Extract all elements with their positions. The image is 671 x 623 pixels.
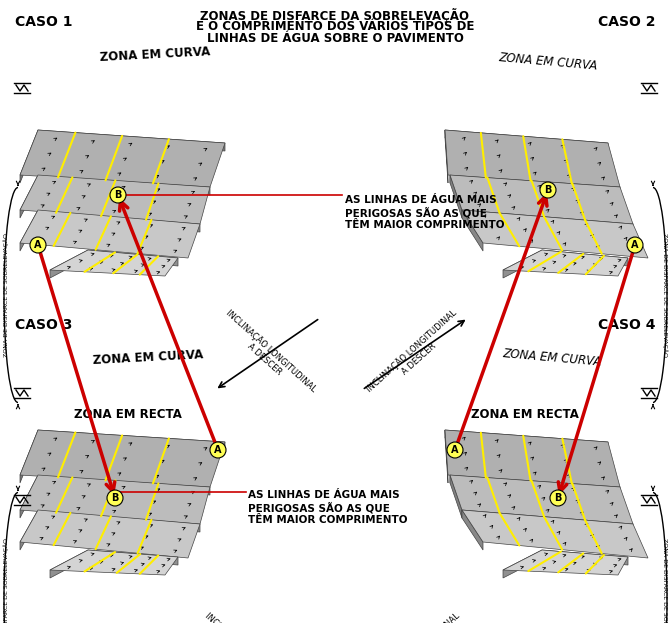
Polygon shape	[20, 510, 38, 550]
Text: INCLINAÇÃO LONGITUDINAL
A DESCER: INCLINAÇÃO LONGITUDINAL A DESCER	[217, 308, 319, 402]
Polygon shape	[462, 510, 648, 558]
Text: AS LINHAS DE ÁGUA MAIS
PERIGOSAS SÃO AS QUE
TÊM MAIOR COMPRIMENTO: AS LINHAS DE ÁGUA MAIS PERIGOSAS SÃO AS …	[345, 195, 505, 230]
Polygon shape	[450, 175, 633, 224]
Polygon shape	[38, 210, 200, 232]
Polygon shape	[503, 250, 628, 276]
Polygon shape	[20, 130, 225, 187]
Polygon shape	[450, 475, 462, 518]
Polygon shape	[20, 475, 38, 518]
Polygon shape	[38, 175, 210, 195]
Polygon shape	[20, 475, 210, 524]
Polygon shape	[38, 510, 200, 532]
Polygon shape	[88, 250, 178, 266]
Polygon shape	[445, 430, 608, 450]
Polygon shape	[450, 175, 462, 218]
Circle shape	[447, 442, 463, 458]
Polygon shape	[542, 550, 628, 565]
Text: ZONA EM CURVA: ZONA EM CURVA	[93, 349, 203, 368]
Text: ZONAS DE DISFARCE DA SOBRELEVAÇÃO: ZONAS DE DISFARCE DA SOBRELEVAÇÃO	[201, 8, 470, 23]
Circle shape	[30, 237, 46, 253]
Polygon shape	[20, 510, 200, 558]
Polygon shape	[50, 550, 178, 575]
Polygon shape	[445, 430, 448, 483]
Text: A: A	[452, 445, 459, 455]
Text: B: B	[114, 190, 121, 200]
Text: ZONA EM CURVA: ZONA EM CURVA	[502, 347, 602, 369]
Text: ZONA EM CURVA: ZONA EM CURVA	[99, 45, 211, 64]
Text: E O COMPRIMENTO DOS VÁRIOS TIPOS DE: E O COMPRIMENTO DOS VÁRIOS TIPOS DE	[196, 20, 474, 33]
Polygon shape	[462, 210, 648, 258]
Text: CASO 4: CASO 4	[599, 318, 656, 332]
Polygon shape	[450, 175, 620, 195]
Text: INCLINAÇÃO LONGITUDINAL
A DESCER: INCLINAÇÃO LONGITUDINAL A DESCER	[364, 308, 466, 402]
Polygon shape	[445, 130, 620, 187]
Polygon shape	[50, 550, 88, 578]
Text: ZONA DE DISFARCE DE SOBRELEVAÇÃO: ZONA DE DISFARCE DE SOBRELEVAÇÃO	[3, 538, 9, 623]
Circle shape	[210, 442, 226, 458]
Circle shape	[110, 187, 126, 203]
Text: ZONA DE DISFARCE DE SOBRELEVAÇÃO: ZONA DE DISFARCE DE SOBRELEVAÇÃO	[662, 538, 668, 623]
Polygon shape	[450, 475, 633, 524]
Text: B: B	[554, 493, 562, 503]
Polygon shape	[50, 250, 178, 276]
Circle shape	[540, 182, 556, 198]
Text: A: A	[214, 445, 221, 455]
Polygon shape	[542, 250, 628, 266]
Polygon shape	[503, 550, 542, 578]
Polygon shape	[38, 475, 210, 495]
Polygon shape	[20, 130, 38, 183]
Polygon shape	[450, 475, 620, 495]
Text: CASO 1: CASO 1	[15, 15, 72, 29]
Polygon shape	[20, 210, 38, 251]
Polygon shape	[50, 250, 88, 278]
Text: ZONA EM RECTA: ZONA EM RECTA	[74, 409, 182, 422]
Polygon shape	[503, 550, 628, 575]
Polygon shape	[20, 430, 38, 483]
Text: ZONA DE DISFARCE DE SOBRELEVAÇÃO: ZONA DE DISFARCE DE SOBRELEVAÇÃO	[662, 233, 668, 357]
Polygon shape	[38, 430, 225, 450]
Polygon shape	[462, 210, 483, 251]
Text: B: B	[111, 493, 119, 503]
Polygon shape	[20, 175, 38, 218]
Text: CASO 3: CASO 3	[15, 318, 72, 332]
Polygon shape	[88, 550, 178, 565]
Text: B: B	[544, 185, 552, 195]
Polygon shape	[445, 130, 448, 183]
Text: ZONA DE DISFARCE DE SOBRELEVAÇÃO: ZONA DE DISFARCE DE SOBRELEVAÇÃO	[3, 233, 9, 357]
Polygon shape	[445, 130, 608, 151]
Polygon shape	[462, 510, 633, 532]
Text: ZONA EM RECTA: ZONA EM RECTA	[471, 409, 579, 422]
Text: CASO 2: CASO 2	[599, 15, 656, 29]
Polygon shape	[20, 175, 210, 224]
Text: A: A	[34, 240, 42, 250]
Circle shape	[627, 237, 643, 253]
Text: INCLINAÇÃO LONGITUDINAL
A DESCER: INCLINAÇÃO LONGITUDINAL A DESCER	[368, 611, 468, 623]
Circle shape	[107, 490, 123, 506]
Circle shape	[550, 490, 566, 506]
Text: A: A	[631, 240, 639, 250]
Text: AS LINHAS DE ÁGUA MAIS
PERIGOSAS SÃO AS QUE
TÊM MAIOR COMPRIMENTO: AS LINHAS DE ÁGUA MAIS PERIGOSAS SÃO AS …	[248, 490, 407, 525]
Polygon shape	[462, 210, 633, 232]
Polygon shape	[462, 510, 483, 550]
Text: INCLINAÇÃO LONGITUDINAL
A DESCER: INCLINAÇÃO LONGITUDINAL A DESCER	[197, 611, 297, 623]
Polygon shape	[20, 430, 225, 487]
Polygon shape	[20, 210, 200, 258]
Text: ZONA EM CURVA: ZONA EM CURVA	[498, 51, 598, 73]
Polygon shape	[503, 250, 542, 278]
Text: LINHAS DE ÁGUA SOBRE O PAVIMENTO: LINHAS DE ÁGUA SOBRE O PAVIMENTO	[207, 32, 464, 45]
Polygon shape	[38, 130, 225, 151]
Polygon shape	[445, 430, 620, 487]
